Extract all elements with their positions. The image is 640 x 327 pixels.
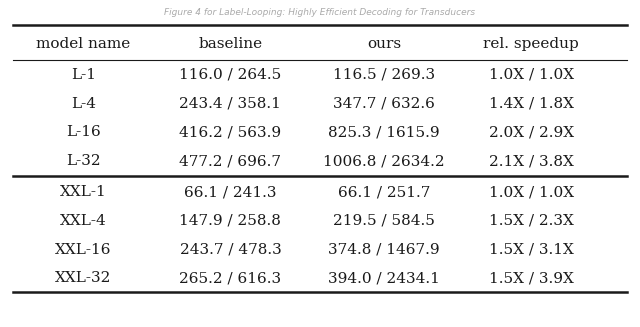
Text: 66.1 / 241.3: 66.1 / 241.3 <box>184 185 276 199</box>
Text: 1.5X / 2.3X: 1.5X / 2.3X <box>489 214 573 228</box>
Text: L-32: L-32 <box>66 154 100 168</box>
Text: 219.5 / 584.5: 219.5 / 584.5 <box>333 214 435 228</box>
Text: baseline: baseline <box>198 37 262 51</box>
Text: 374.8 / 1467.9: 374.8 / 1467.9 <box>328 243 440 257</box>
Text: XXL-4: XXL-4 <box>60 214 107 228</box>
Text: 66.1 / 251.7: 66.1 / 251.7 <box>338 185 430 199</box>
Text: 477.2 / 696.7: 477.2 / 696.7 <box>179 154 282 168</box>
Text: 1.0X / 1.0X: 1.0X / 1.0X <box>488 185 574 199</box>
Text: L-1: L-1 <box>70 68 96 82</box>
Text: 347.7 / 632.6: 347.7 / 632.6 <box>333 97 435 111</box>
Text: 116.5 / 269.3: 116.5 / 269.3 <box>333 68 435 82</box>
Text: 147.9 / 258.8: 147.9 / 258.8 <box>179 214 282 228</box>
Text: XXL-1: XXL-1 <box>60 185 107 199</box>
Text: 243.4 / 358.1: 243.4 / 358.1 <box>179 97 282 111</box>
Text: L-4: L-4 <box>70 97 96 111</box>
Text: ours: ours <box>367 37 401 51</box>
Text: 2.0X / 2.9X: 2.0X / 2.9X <box>488 126 574 139</box>
Text: 825.3 / 1615.9: 825.3 / 1615.9 <box>328 126 440 139</box>
Text: 416.2 / 563.9: 416.2 / 563.9 <box>179 126 282 139</box>
Text: 1.4X / 1.8X: 1.4X / 1.8X <box>489 97 573 111</box>
Text: rel. speedup: rel. speedup <box>483 37 579 51</box>
Text: 394.0 / 2434.1: 394.0 / 2434.1 <box>328 271 440 285</box>
Text: L-16: L-16 <box>66 126 100 139</box>
Text: 1.5X / 3.9X: 1.5X / 3.9X <box>489 271 573 285</box>
Text: 1006.8 / 2634.2: 1006.8 / 2634.2 <box>323 154 445 168</box>
Text: 2.1X / 3.8X: 2.1X / 3.8X <box>489 154 573 168</box>
Text: 1.0X / 1.0X: 1.0X / 1.0X <box>488 68 574 82</box>
Text: 116.0 / 264.5: 116.0 / 264.5 <box>179 68 282 82</box>
Text: 243.7 / 478.3: 243.7 / 478.3 <box>180 243 281 257</box>
Text: Figure 4 for Label-Looping: Highly Efficient Decoding for Transducers: Figure 4 for Label-Looping: Highly Effic… <box>164 8 476 17</box>
Text: 1.5X / 3.1X: 1.5X / 3.1X <box>489 243 573 257</box>
Text: XXL-16: XXL-16 <box>55 243 111 257</box>
Text: model name: model name <box>36 37 131 51</box>
Text: 265.2 / 616.3: 265.2 / 616.3 <box>179 271 282 285</box>
Text: XXL-32: XXL-32 <box>55 271 111 285</box>
